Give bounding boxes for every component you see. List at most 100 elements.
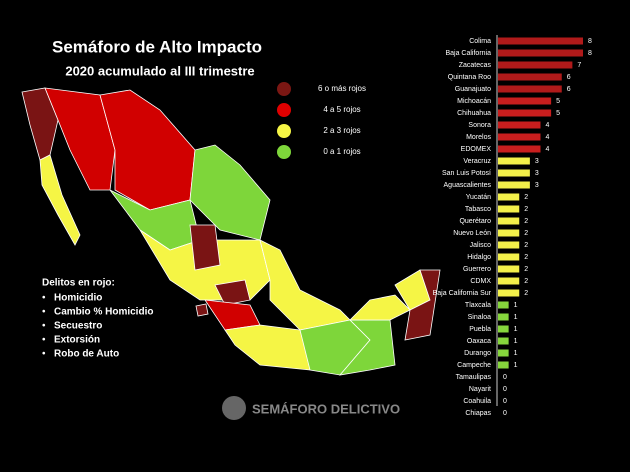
value-label: 1 [514, 302, 518, 309]
value-label: 6 [567, 74, 571, 81]
value-label: 1 [514, 338, 518, 345]
category-label: Chihuahua [457, 110, 491, 117]
value-label: 5 [556, 110, 560, 117]
value-label: 4 [546, 134, 550, 141]
bullet: • [42, 321, 46, 332]
category-label: Sinaloa [468, 314, 491, 321]
category-label: CDMX [470, 278, 491, 285]
category-label: Nuevo León [453, 230, 491, 237]
bar [498, 145, 541, 153]
bar [498, 289, 520, 297]
map [21, 87, 441, 376]
state [404, 269, 441, 341]
state [204, 299, 261, 331]
bar [498, 37, 583, 45]
value-label: 1 [514, 314, 518, 321]
value-label: 3 [535, 158, 539, 165]
value-label: 2 [524, 230, 528, 237]
legend-label: 0 a 1 rojos [323, 147, 360, 156]
bar [498, 277, 520, 285]
bar [498, 205, 520, 213]
category-label: Morelos [466, 134, 491, 141]
value-label: 6 [567, 86, 571, 93]
value-label: 3 [535, 182, 539, 189]
bullet: • [42, 335, 46, 346]
category-label: Oaxaca [467, 338, 491, 345]
state [39, 154, 81, 246]
value-label: 0 [503, 374, 507, 381]
bar [498, 325, 509, 333]
category-label: Hidalgo [467, 254, 491, 261]
bar [498, 337, 509, 345]
bullet: • [42, 349, 46, 360]
bar [498, 97, 552, 105]
bar [498, 265, 520, 273]
value-label: 2 [524, 194, 528, 201]
bar [498, 169, 530, 177]
bullet: • [42, 307, 46, 318]
category-label: Guanajuato [455, 86, 491, 93]
legend-swatch [277, 145, 291, 159]
category-label: Durango [464, 350, 491, 357]
value-label: 8 [588, 50, 592, 57]
bar [498, 361, 509, 369]
value-label: 1 [514, 350, 518, 357]
category-label: Michoacán [457, 98, 491, 105]
category-label: Yucatán [466, 194, 491, 201]
category-label: Tamaulipas [456, 374, 492, 381]
category-label: Jalisco [470, 242, 492, 249]
state [349, 294, 411, 321]
category-label: EDOMEX [461, 146, 492, 153]
category-label: Quintana Roo [448, 74, 491, 81]
legend-label: 4 a 5 rojos [323, 105, 360, 114]
bullet: • [42, 293, 46, 304]
category-label: Baja California [445, 50, 491, 57]
bar [498, 85, 562, 93]
value-label: 7 [577, 62, 581, 69]
bar [498, 241, 520, 249]
state [259, 239, 351, 331]
notes-title: Delitos en rojo: [42, 278, 115, 289]
bar [498, 229, 520, 237]
value-label: 2 [524, 218, 528, 225]
note: Cambio % Homicidio [54, 307, 153, 318]
category-label: San Luis Potosí [442, 170, 491, 177]
logo-icon [222, 396, 246, 420]
legend-label: 2 a 3 rojos [323, 126, 360, 135]
value-label: 2 [524, 254, 528, 261]
value-label: 5 [556, 98, 560, 105]
category-label: Tabasco [465, 206, 491, 213]
value-label: 2 [524, 290, 528, 297]
bar [498, 73, 562, 81]
note: Extorsión [54, 335, 100, 346]
category-label: Sonora [468, 122, 491, 129]
note: Secuestro [54, 321, 102, 332]
category-label: Chiapas [465, 410, 491, 417]
legend-label: 6 o más rojos [318, 84, 366, 93]
category-label: Aguascalientes [444, 182, 492, 189]
state [214, 279, 251, 306]
category-label: Baja California Sur [433, 290, 492, 297]
bar [498, 61, 573, 69]
category-label: Colima [469, 38, 491, 45]
value-label: 2 [524, 206, 528, 213]
value-label: 4 [546, 146, 550, 153]
logo: SEMÁFORO DELICTIVO [252, 401, 400, 416]
value-label: 1 [514, 362, 518, 369]
value-label: 1 [514, 326, 518, 333]
note: Robo de Auto [54, 349, 119, 360]
category-label: Guerrero [463, 266, 491, 273]
bar [498, 253, 520, 261]
legend-swatch [277, 82, 291, 96]
bar [498, 313, 509, 321]
bar [498, 49, 583, 57]
value-label: 2 [524, 278, 528, 285]
title: Semáforo de Alto Impacto [52, 37, 262, 56]
note: Homicidio [54, 293, 102, 304]
value-label: 0 [503, 386, 507, 393]
legend-swatch [277, 103, 291, 117]
state [189, 224, 221, 271]
state [195, 303, 209, 317]
